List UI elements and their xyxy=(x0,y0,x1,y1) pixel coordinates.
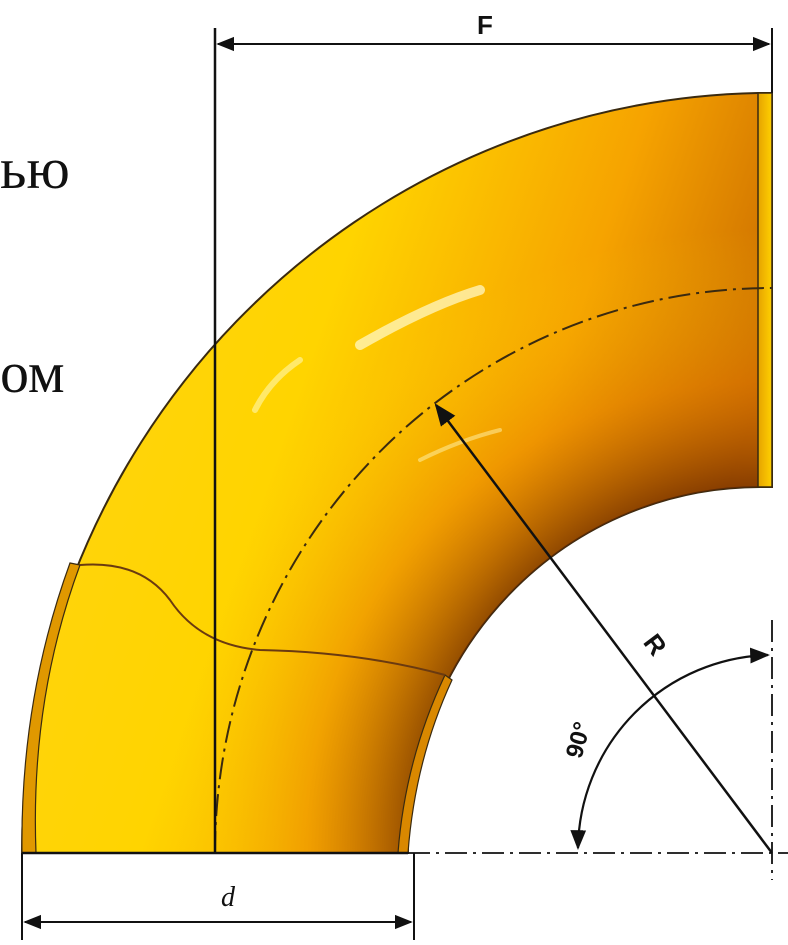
dimension-f: F xyxy=(213,10,773,853)
weld-seam xyxy=(79,563,446,676)
elbow-highlight-3 xyxy=(418,428,502,462)
elbow-shading xyxy=(21,93,772,853)
elbow-highlight-2 xyxy=(252,357,303,413)
dimension-d-label: d xyxy=(221,882,236,913)
angle-label: 90° xyxy=(561,719,596,761)
angle-arc xyxy=(570,647,770,850)
dimension-d: d xyxy=(21,851,415,940)
side-text-line-1: ью xyxy=(0,136,70,201)
centerline-arc xyxy=(214,287,773,854)
angle-90: 90° xyxy=(408,620,788,880)
dimension-r-label: R xyxy=(638,628,673,661)
dimension-f-label: F xyxy=(477,10,493,40)
elbow-body xyxy=(20,92,773,854)
elbow-right-end-cap xyxy=(757,92,773,488)
side-text-line-2: ом xyxy=(0,340,65,405)
elbow-highlight-1 xyxy=(355,285,485,350)
